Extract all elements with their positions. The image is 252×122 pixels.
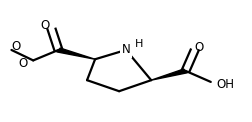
Text: O: O (41, 19, 50, 32)
Text: H: H (134, 39, 143, 49)
Text: O: O (19, 57, 28, 70)
Polygon shape (57, 48, 95, 59)
Text: N: N (122, 43, 130, 56)
Text: OH: OH (216, 78, 235, 91)
Text: O: O (195, 41, 204, 54)
Text: O: O (11, 40, 21, 53)
Polygon shape (151, 69, 187, 80)
